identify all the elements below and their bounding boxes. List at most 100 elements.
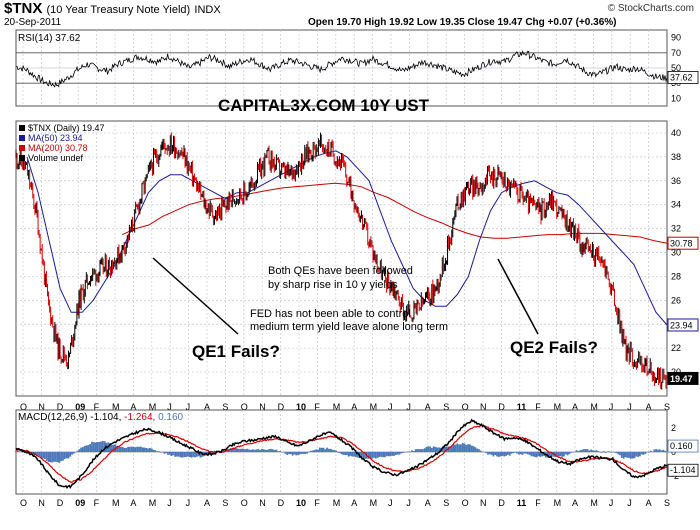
macd-title-part: MACD(12,26,9) [18,412,90,423]
histogram-bar [548,452,551,458]
histogram-bar [501,452,504,456]
histogram-bar [299,452,301,455]
histogram-bar [456,443,459,452]
histogram-bar [644,452,647,454]
histogram-bar [94,442,97,452]
histogram-bar [239,448,242,452]
histogram-bar [427,446,430,452]
x-tick-label: J [186,498,191,508]
legend-entry: MA(50) 23.94 [28,133,83,143]
histogram-bar [179,452,182,458]
histogram-bar [170,452,173,456]
histogram-bar [210,452,213,454]
histogram-bar [552,452,554,457]
histogram-bar [172,452,175,456]
price-tick-label: 34 [671,200,681,210]
macd-value-label: -1.104 [670,465,696,475]
histogram-bar [387,452,390,457]
symbol-title: $TNX (10 Year Treasury Note Yield) INDX [4,0,221,17]
x-tick-label: S [664,402,670,412]
histogram-bar [494,452,497,456]
histogram-bar [499,452,502,457]
histogram-bar [16,450,19,452]
histogram-bar [262,449,265,452]
histogram-bar [22,452,25,453]
histogram-bar [516,452,518,454]
histogram-bar [241,448,243,452]
histogram-bar [496,452,498,457]
ma50-line [26,150,668,326]
histogram-bar [412,451,415,452]
histogram-bar [284,452,287,454]
price-value-label: 30.78 [670,239,693,249]
histogram-bar [326,447,328,452]
histogram-bar [431,447,433,452]
rsi-value-label: 37.62 [670,72,693,82]
histogram-bar [127,446,130,452]
histogram-bar [138,446,140,452]
histogram-bar [167,452,169,455]
x-tick-label: J [167,498,172,508]
chart-header: $TNX (10 Year Treasury Note Yield) INDX … [0,0,700,30]
histogram-bar [277,451,280,452]
histogram-bar [251,449,254,452]
histogram-bar [134,447,137,452]
histogram-bar [593,450,596,452]
histogram-bar [497,452,500,457]
histogram-bar [487,452,489,455]
price-tick-label: 40 [671,128,681,138]
histogram-bar [506,452,509,455]
x-tick-label: N [480,498,487,508]
histogram-bar [476,448,479,452]
x-tick-label: A [204,498,210,508]
price-value-label: 23.94 [670,320,693,330]
histogram-bar [432,446,435,452]
histogram-bar [657,449,659,452]
histogram-bar [300,452,303,454]
symbol: $TNX [4,0,43,17]
annotation-arrow-qe1 [152,257,239,335]
histogram-bar [423,448,426,452]
histogram-bar [275,449,278,452]
histogram-bar [575,450,578,452]
histogram-bar [80,447,82,452]
histogram-bar [398,452,401,455]
histogram-bar [154,450,157,452]
x-tick-label: D [57,402,64,412]
x-tick-label: M [333,498,341,508]
x-tick-label: S [443,402,449,412]
histogram-bar [624,452,627,458]
histogram-bar [63,452,66,459]
histogram-bar [44,452,46,460]
x-tick-label: N [38,498,45,508]
histogram-bar [119,446,122,452]
histogram-bar [186,452,189,457]
histogram-bar [640,452,643,455]
x-tick-label: O [241,402,248,412]
legend-swatch [19,145,25,151]
x-tick-label: 09 [75,498,85,508]
histogram-bar [409,451,412,453]
price-tick-label: 30 [671,248,681,258]
x-tick-label: A [425,402,431,412]
histogram-bar [637,452,639,457]
histogram-bar [318,447,321,452]
histogram-bar [503,452,506,457]
histogram-bar [582,449,585,452]
histogram-bar [45,452,48,461]
x-tick-label: N [259,402,266,412]
legend-entry: Volume undef [28,153,84,163]
histogram-bar [313,449,316,452]
x-tick-label: O [20,402,27,412]
annotation-arrow-qe2 [497,258,539,335]
histogram-bar [532,452,535,457]
x-tick-label: A [351,498,357,508]
histogram-bar [373,452,375,458]
histogram-bar [282,452,285,453]
x-tick-label: 10 [296,498,306,508]
histogram-bar [322,447,325,452]
histogram-bar [261,448,263,452]
histogram-bar [235,448,238,452]
rsi-tick-label: 10 [671,93,681,103]
